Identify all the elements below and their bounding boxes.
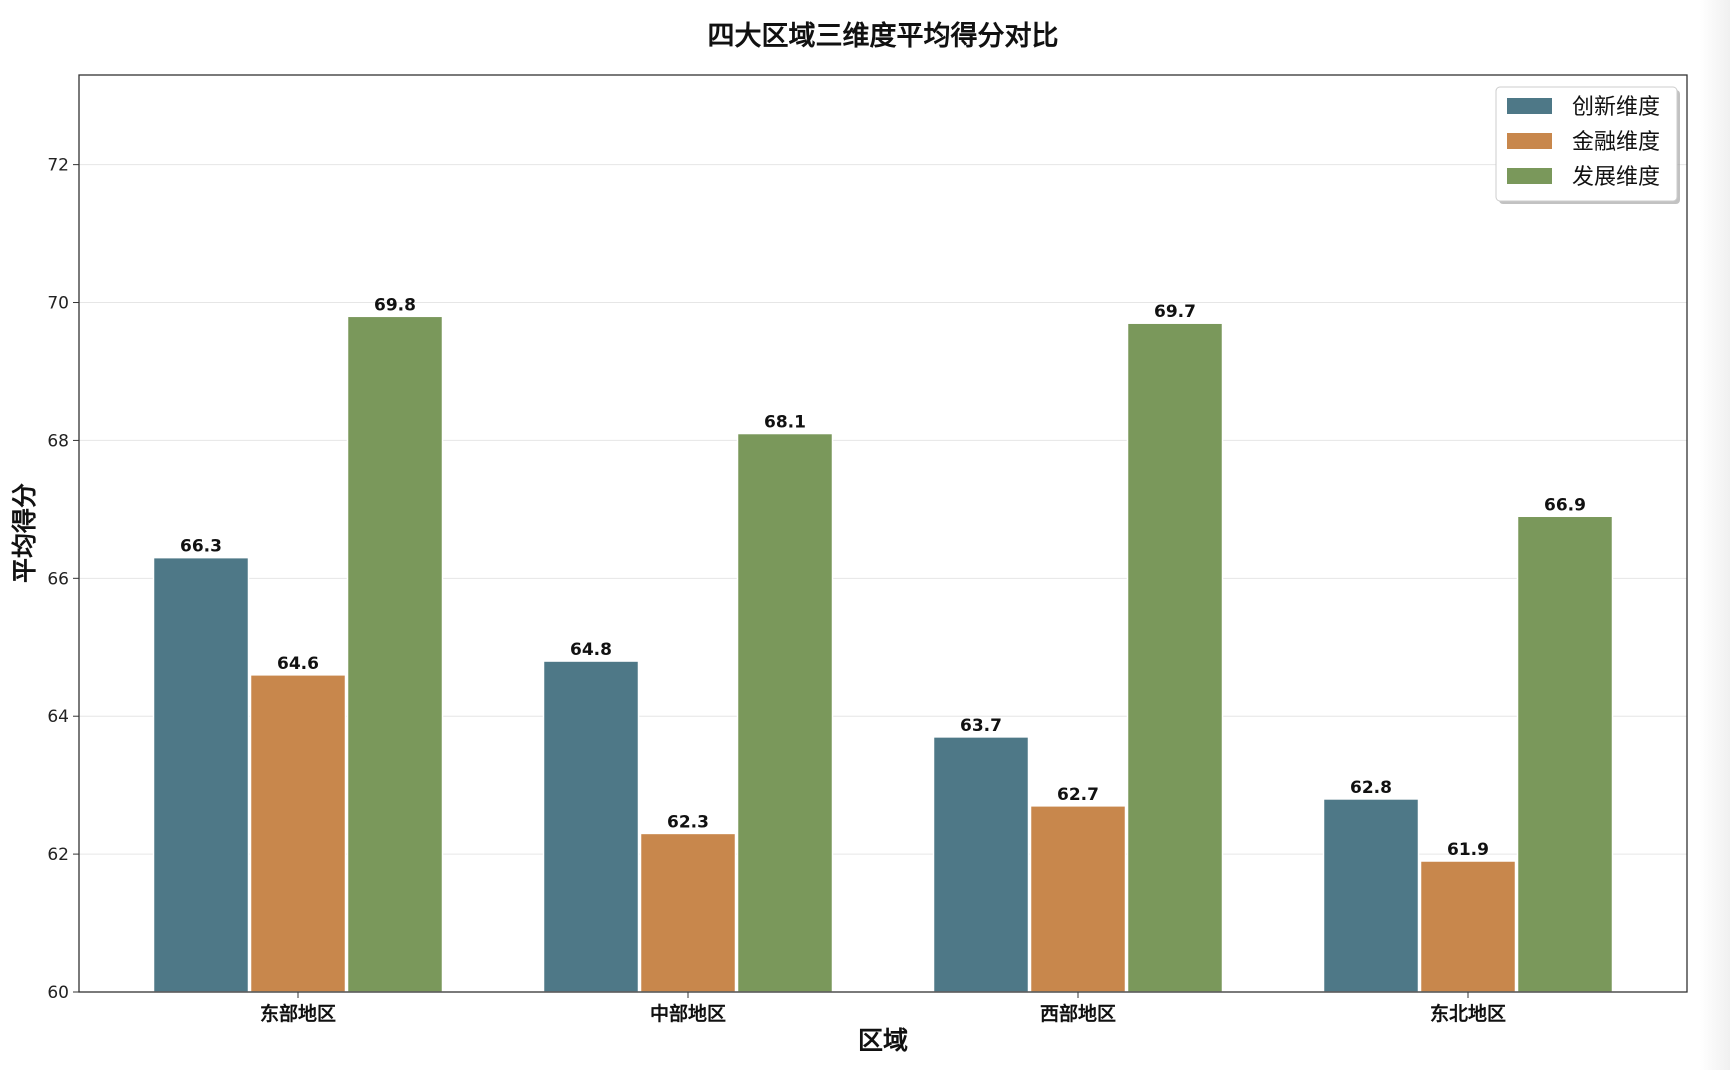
- y-tick-label: 60: [47, 983, 69, 1003]
- bar: [152, 556, 250, 993]
- data-label: 61.9: [1447, 840, 1489, 860]
- bar: [932, 736, 1030, 993]
- legend-label: 创新维度: [1572, 95, 1660, 120]
- bar: [1029, 805, 1127, 993]
- legend-swatch: [1507, 133, 1552, 149]
- bar: [1516, 515, 1614, 993]
- y-tick-label: 66: [47, 569, 69, 589]
- y-tick-label: 70: [47, 294, 69, 314]
- bar: [736, 432, 834, 993]
- data-label: 66.9: [1544, 495, 1586, 515]
- data-label: 64.6: [277, 654, 319, 674]
- x-axis-label: 区域: [858, 1026, 908, 1055]
- data-label: 64.8: [570, 640, 612, 660]
- data-label: 68.1: [764, 413, 806, 433]
- bars: [152, 315, 1614, 993]
- legend-label: 金融维度: [1572, 130, 1660, 155]
- y-axis-ticks: 60 62 64 66 68 70 72: [47, 156, 79, 1003]
- x-axis-ticks: 东部地区 中部地区 西部地区 东北地区: [260, 992, 1506, 1025]
- y-tick-label: 68: [47, 431, 69, 451]
- data-label: 69.7: [1154, 302, 1196, 322]
- data-label: 63.7: [960, 716, 1002, 736]
- data-label: 69.8: [374, 295, 416, 315]
- chart-title: 四大区域三维度平均得分对比: [708, 20, 1059, 52]
- bar: [542, 660, 640, 993]
- y-tick-label: 64: [47, 707, 69, 727]
- x-tick-label: 中部地区: [650, 1002, 726, 1025]
- legend-swatch: [1507, 168, 1552, 184]
- data-label: 62.7: [1057, 785, 1099, 805]
- legend-swatch: [1507, 98, 1552, 114]
- x-tick-label: 东北地区: [1430, 1002, 1506, 1025]
- data-label: 62.8: [1350, 778, 1392, 798]
- window-edge: [1700, 0, 1730, 1070]
- legend-label: 发展维度: [1572, 165, 1660, 190]
- x-tick-label: 西部地区: [1040, 1002, 1116, 1025]
- bar: [639, 832, 737, 993]
- y-axis-label: 平均得分: [10, 483, 39, 583]
- data-label: 66.3: [180, 537, 222, 557]
- bar: [1419, 860, 1517, 993]
- data-labels: 66.3 64.6 69.8 64.8 62.3 68.1 63.7 62.7 69.7 62.8…: [180, 295, 1586, 860]
- data-label: 62.3: [667, 812, 709, 832]
- bar: [1322, 798, 1420, 993]
- plot-frame: [78, 74, 1688, 993]
- bar: [249, 674, 347, 993]
- y-tick-label: 62: [47, 845, 69, 865]
- bar: [1126, 322, 1224, 993]
- x-tick-label: 东部地区: [260, 1002, 336, 1025]
- bar: [346, 315, 444, 993]
- y-tick-label: 72: [47, 156, 69, 176]
